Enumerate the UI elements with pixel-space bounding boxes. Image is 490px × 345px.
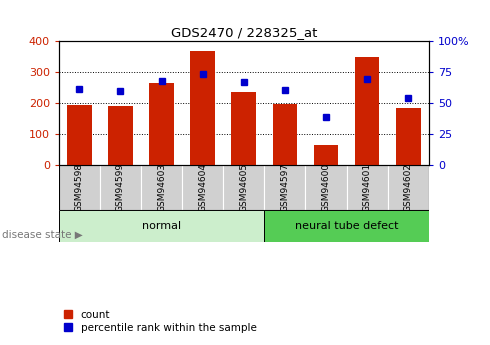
Bar: [141, 165, 182, 210]
Text: GSM94603: GSM94603: [157, 163, 166, 212]
Bar: [305, 165, 346, 210]
Bar: [108, 106, 133, 165]
Bar: [264, 210, 429, 241]
Text: neural tube defect: neural tube defect: [295, 220, 398, 230]
Bar: [396, 108, 420, 165]
Title: GDS2470 / 228325_at: GDS2470 / 228325_at: [171, 26, 317, 39]
Text: GSM94599: GSM94599: [116, 163, 125, 212]
Text: GSM94602: GSM94602: [404, 163, 413, 212]
Text: GSM94597: GSM94597: [280, 163, 290, 212]
Bar: [355, 57, 379, 165]
Bar: [190, 51, 215, 165]
Text: disease state ▶: disease state ▶: [2, 230, 83, 239]
Text: GSM94601: GSM94601: [363, 163, 371, 212]
Bar: [182, 165, 223, 210]
Bar: [100, 165, 141, 210]
Text: normal: normal: [142, 220, 181, 230]
Text: GSM94605: GSM94605: [239, 163, 248, 212]
Bar: [223, 165, 264, 210]
Bar: [388, 165, 429, 210]
Bar: [59, 165, 100, 210]
Text: GSM94604: GSM94604: [198, 163, 207, 212]
Bar: [264, 165, 305, 210]
Bar: [231, 92, 256, 165]
Bar: [272, 104, 297, 165]
Text: GSM94600: GSM94600: [321, 163, 330, 212]
Bar: [149, 83, 174, 165]
Bar: [59, 210, 264, 241]
Bar: [67, 105, 92, 165]
Legend: count, percentile rank within the sample: count, percentile rank within the sample: [64, 310, 257, 333]
Bar: [346, 165, 388, 210]
Bar: [314, 145, 338, 165]
Text: GSM94598: GSM94598: [75, 163, 84, 212]
